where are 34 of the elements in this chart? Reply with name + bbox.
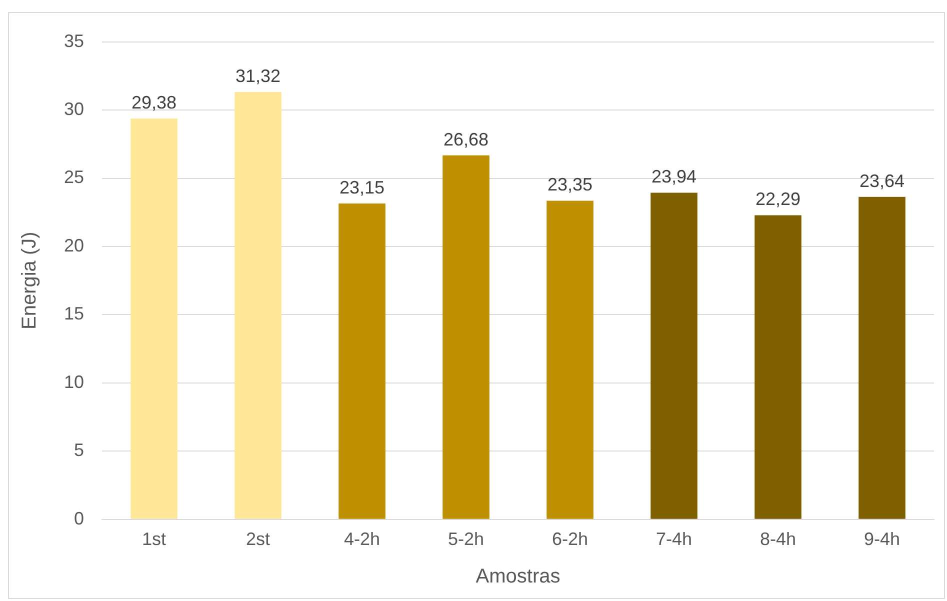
x-tick-label: 2st: [246, 529, 270, 550]
y-tick-label: 25: [64, 167, 84, 188]
data-label: 22,29: [755, 189, 801, 210]
y-tick-label: 0: [74, 508, 84, 528]
data-label: 23,35: [547, 174, 593, 195]
bar: [130, 118, 178, 519]
bar: [858, 196, 906, 519]
y-axis-title: Energia (J): [18, 232, 41, 330]
x-tick-label: 7-4h: [656, 529, 692, 550]
x-axis-title: Amostras: [476, 566, 560, 588]
y-tick-label: 10: [64, 372, 84, 392]
bar: [650, 192, 698, 519]
data-label: 23,94: [651, 166, 697, 187]
data-label: 29,38: [131, 92, 177, 112]
data-label: 26,68: [443, 129, 489, 150]
y-tick-label: 5: [74, 440, 84, 460]
x-tick-label: 4-2h: [344, 529, 380, 550]
x-tick-label: 9-4h: [864, 529, 900, 550]
data-label: 23,15: [339, 177, 385, 198]
x-tick-label: 8-4h: [760, 529, 796, 550]
y-tick-label: 30: [64, 98, 84, 119]
bar: [546, 200, 594, 519]
data-label: 31,32: [235, 66, 281, 86]
x-tick-label: 6-2h: [552, 529, 588, 550]
y-tick-label: 15: [64, 304, 84, 324]
bar: [754, 215, 802, 519]
x-tick-label: 5-2h: [448, 529, 484, 550]
data-label: 23,64: [859, 170, 905, 191]
bar: [338, 204, 386, 519]
y-tick-label: 20: [64, 235, 84, 256]
x-tick-label: 1st: [142, 529, 166, 550]
bar: [234, 92, 282, 519]
y-tick-label: 35: [64, 30, 84, 51]
bar: [442, 155, 490, 519]
